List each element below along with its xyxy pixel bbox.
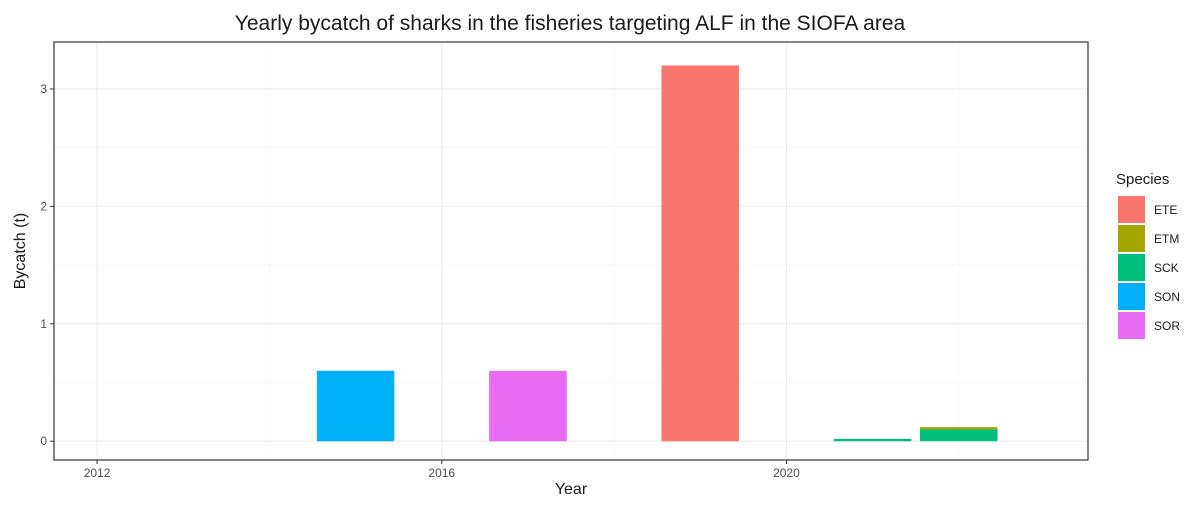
y-axis-title: Bycatch (t)	[12, 213, 29, 289]
x-tick-label: 2012	[84, 466, 111, 480]
bar-2022-sck	[919, 429, 998, 442]
legend-key-etm	[1118, 225, 1145, 252]
legend-key-ete	[1118, 196, 1145, 223]
plot-panel-border	[53, 41, 1089, 461]
legend-key-sor	[1118, 312, 1145, 339]
x-tick-label: 2016	[428, 466, 455, 480]
bar-2015-son	[316, 370, 395, 442]
major-gridlines	[54, 42, 1088, 460]
x-axis-ticks: 2012 2016 2020	[84, 460, 800, 480]
legend-label-sck: SCK	[1154, 261, 1179, 275]
minor-gridlines	[54, 42, 1088, 460]
legend-label-sor: SOR	[1154, 319, 1180, 333]
bar-2019-ete	[661, 65, 740, 442]
y-tick-label: 1	[40, 317, 47, 331]
legend-label-etm: ETM	[1154, 232, 1179, 246]
legend-label-ete: ETE	[1154, 203, 1177, 217]
bars	[316, 65, 998, 442]
y-tick-label: 0	[40, 434, 47, 448]
bar-2021-sck	[833, 438, 912, 442]
legend-title: Species	[1116, 171, 1169, 188]
bar-2017-sor	[489, 370, 567, 442]
chart-title: Yearly bycatch of sharks in the fisherie…	[234, 12, 906, 35]
bar-2022-etm	[919, 427, 998, 430]
legend: Species ETE ETM SCK SON SOR	[1116, 171, 1180, 339]
legend-key-son	[1118, 283, 1145, 310]
legend-label-son: SON	[1154, 290, 1180, 304]
x-axis-title: Year	[555, 481, 588, 498]
y-tick-label: 3	[40, 82, 47, 96]
y-tick-label: 2	[40, 199, 47, 213]
legend-key-sck	[1118, 254, 1145, 281]
y-axis-ticks: 0 1 2 3	[40, 82, 54, 448]
x-tick-label: 2020	[773, 466, 800, 480]
